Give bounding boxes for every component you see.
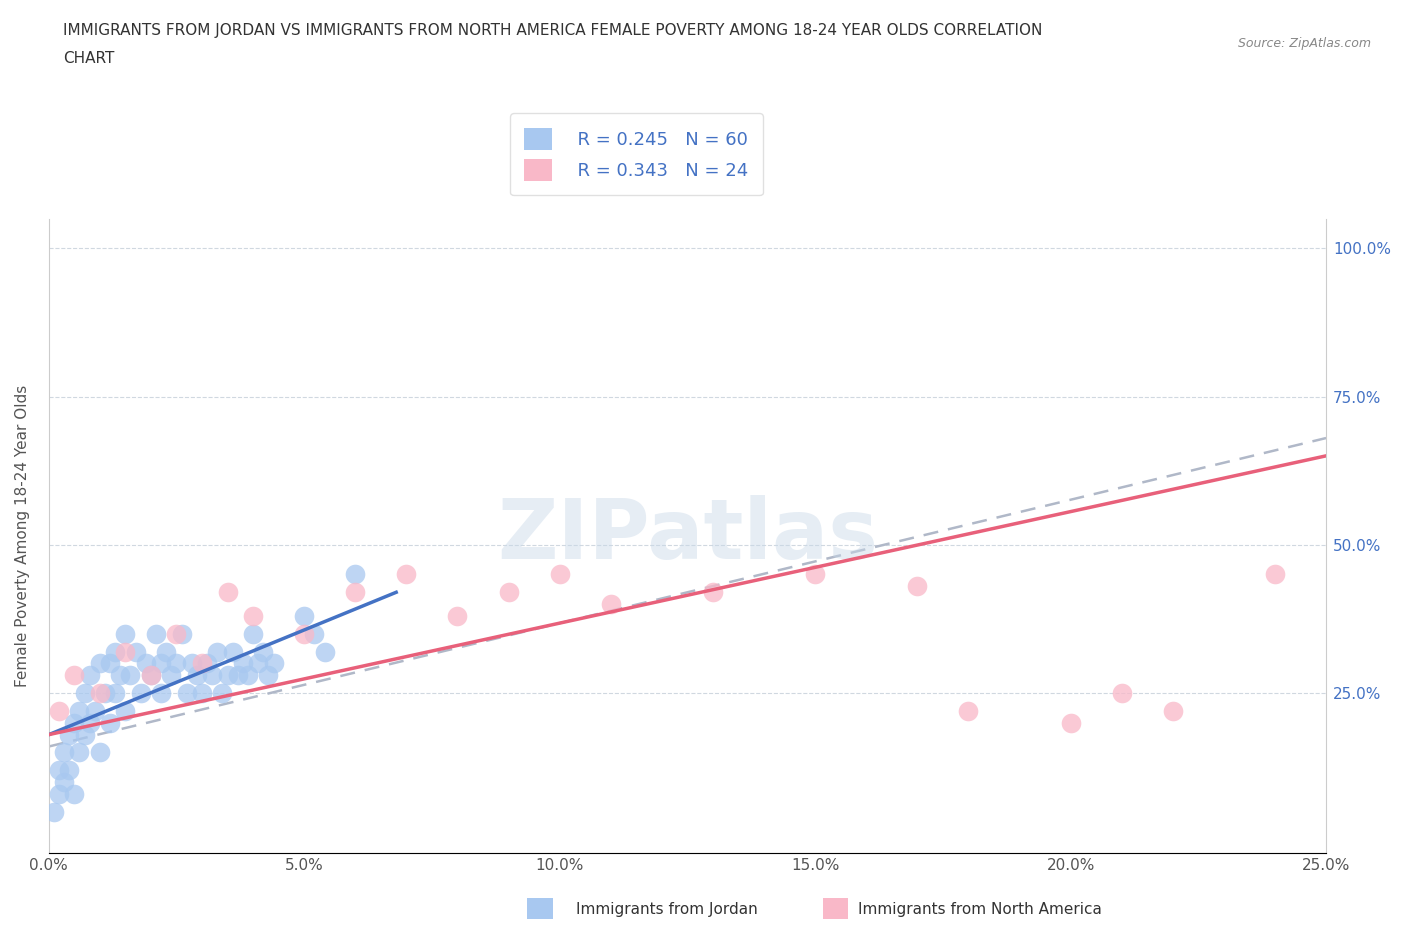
Point (53, 775, 76, 790)
Point (89, 745, 111, 760)
Point (1161, 703, 1184, 718)
Point (191, 656, 214, 671)
Point (1264, 567, 1286, 582)
Point (104, 644, 127, 659)
Point (804, 567, 827, 582)
Text: CHART: CHART (63, 51, 115, 66)
Point (48, 787, 70, 802)
Point (252, 644, 274, 659)
Point (83, 703, 105, 718)
Text: Source: ZipAtlas.com: Source: ZipAtlas.com (1237, 37, 1371, 50)
Point (217, 585, 239, 600)
Point (217, 668, 239, 683)
Point (905, 578, 928, 593)
Point (232, 656, 254, 671)
Point (94, 685, 117, 700)
Point (124, 644, 146, 659)
Point (344, 567, 367, 582)
Point (63, 787, 86, 802)
Point (548, 567, 571, 582)
Point (58, 727, 80, 742)
Point (211, 685, 233, 700)
Point (247, 656, 270, 671)
Point (191, 685, 214, 700)
Point (170, 627, 193, 642)
Point (53, 745, 76, 760)
Point (114, 627, 136, 642)
Point (145, 627, 167, 642)
Point (110, 668, 132, 683)
Point (48, 703, 70, 718)
Point (89, 656, 111, 671)
Point (599, 597, 621, 612)
Point (263, 656, 285, 671)
Point (201, 668, 224, 683)
Point (73, 727, 96, 742)
Point (67, 703, 90, 718)
Point (98, 656, 121, 671)
Point (129, 685, 152, 700)
Text: IMMIGRANTS FROM JORDAN VS IMMIGRANTS FROM NORTH AMERICA FEMALE POVERTY AMONG 18-: IMMIGRANTS FROM JORDAN VS IMMIGRANTS FRO… (63, 23, 1043, 38)
Point (48, 763, 70, 777)
Y-axis label: Female Poverty Among 18-24 Year Olds: Female Poverty Among 18-24 Year Olds (15, 385, 30, 687)
Point (344, 585, 367, 600)
Point (226, 668, 249, 683)
Point (292, 627, 315, 642)
Point (314, 644, 336, 659)
Point (498, 585, 520, 600)
Point (139, 668, 162, 683)
Legend:   R = 0.245   N = 60,   R = 0.343   N = 24: R = 0.245 N = 60, R = 0.343 N = 24 (510, 113, 762, 195)
Text: ZIPatlas: ZIPatlas (496, 496, 877, 577)
Point (702, 585, 724, 600)
Point (160, 668, 183, 683)
Text: Immigrants from Jordan: Immigrants from Jordan (576, 902, 758, 917)
Point (166, 656, 188, 671)
Point (114, 703, 136, 718)
Point (63, 715, 86, 730)
Point (104, 685, 127, 700)
Point (155, 644, 177, 659)
Point (292, 608, 315, 623)
Point (242, 627, 264, 642)
Point (176, 685, 198, 700)
Point (135, 656, 157, 671)
Point (73, 685, 96, 700)
Point (195, 656, 218, 671)
Point (98, 715, 121, 730)
Point (395, 567, 418, 582)
Point (67, 745, 90, 760)
Point (79, 668, 101, 683)
Point (957, 703, 980, 718)
Point (150, 685, 173, 700)
Point (79, 715, 101, 730)
Point (166, 627, 188, 642)
Point (89, 685, 111, 700)
Point (236, 668, 259, 683)
Point (114, 644, 136, 659)
Point (446, 608, 468, 623)
Point (207, 644, 229, 659)
Point (242, 608, 264, 623)
Point (257, 668, 280, 683)
Point (63, 668, 86, 683)
Point (221, 644, 243, 659)
Point (58, 763, 80, 777)
Point (139, 668, 162, 683)
Text: Immigrants from North America: Immigrants from North America (858, 902, 1101, 917)
Point (150, 656, 173, 671)
Point (120, 668, 142, 683)
Point (42, 804, 65, 819)
Point (1111, 685, 1133, 700)
Point (186, 668, 208, 683)
Point (304, 627, 326, 642)
Point (1059, 715, 1081, 730)
Point (180, 656, 202, 671)
